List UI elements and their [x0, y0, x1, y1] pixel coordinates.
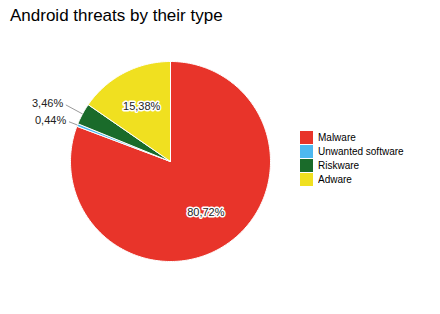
svg-text:80,72%: 80,72% — [187, 206, 225, 218]
svg-text:3,46%: 3,46% — [32, 97, 63, 109]
html-text:Unwanted software: Unwanted software — [318, 145, 404, 157]
html-text:Adware: Adware — [318, 173, 352, 185]
html-text:Malware: Malware — [318, 131, 356, 143]
svg-text:0,44%: 0,44% — [35, 114, 66, 126]
html-text:Riskware: Riskware — [318, 159, 360, 171]
html-text:Android threats by their type: Android threats by their type — [10, 6, 223, 25]
svg-text:15,38%: 15,38% — [123, 100, 161, 112]
